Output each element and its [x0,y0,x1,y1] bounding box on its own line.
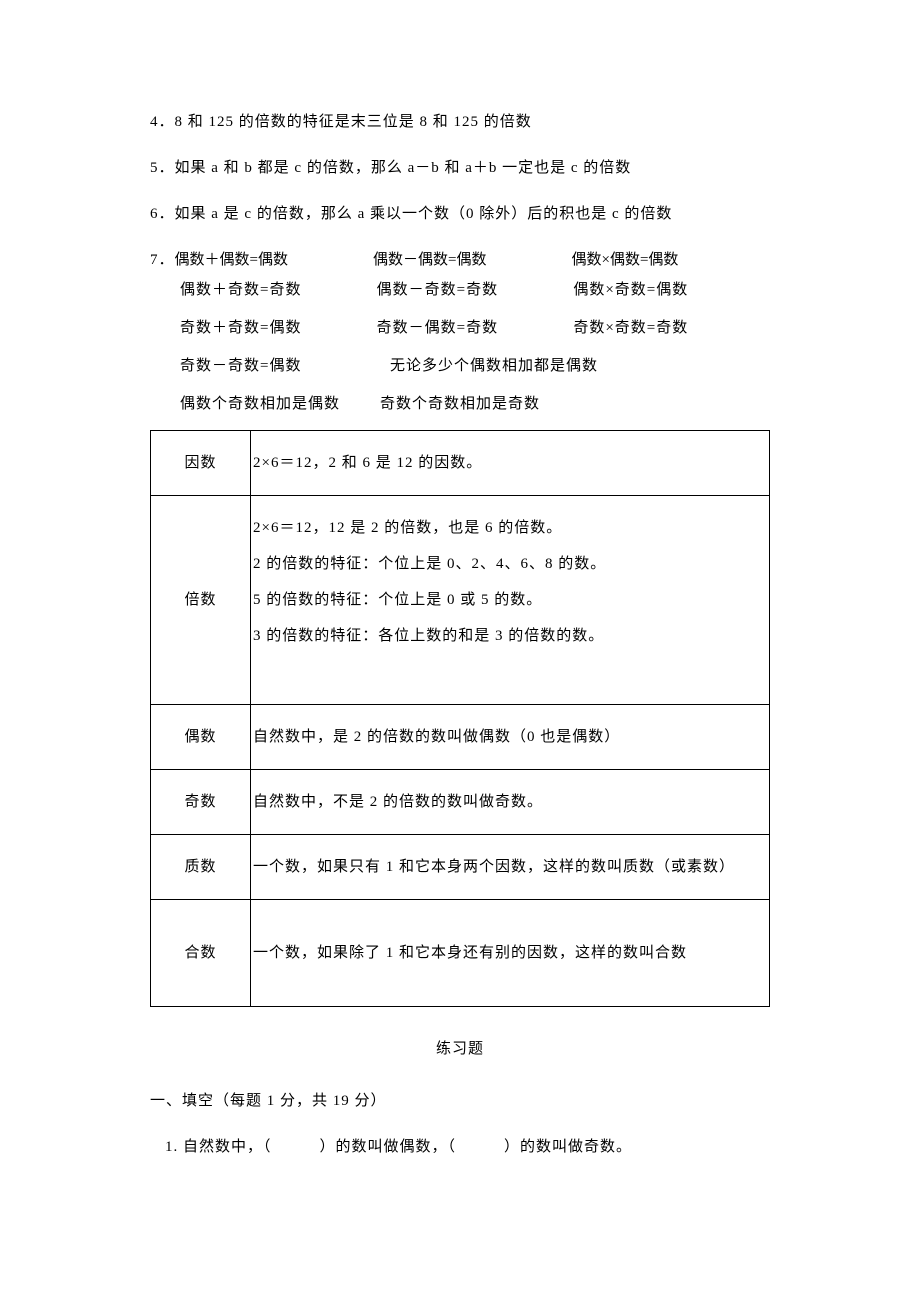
definition-table: 因数 2×6＝12，2 和 6 是 12 的因数。 倍数 2×6＝12，12 是… [150,430,770,1007]
rule-cell: 奇数＋奇数=偶数 [180,316,377,340]
point-7-label: 7． [150,248,175,272]
rule-cell: 奇数个奇数相加是奇数 [380,392,770,416]
table-row: 偶数 自然数中，是 2 的倍数的数叫做偶数（0 也是偶数） [151,705,770,770]
def-cell: 2×6＝12，12 是 2 的倍数，也是 6 的倍数。 2 的倍数的特征：个位上… [251,496,770,705]
table-row: 奇数 自然数中，不是 2 的倍数的数叫做奇数。 [151,770,770,835]
rule-cell: 偶数－奇数=奇数 [377,278,574,302]
term-cell: 奇数 [151,770,251,835]
def-cell: 一个数，如果只有 1 和它本身两个因数，这样的数叫质数（或素数） [251,835,770,900]
point-4: 4．8 和 125 的倍数的特征是末三位是 8 和 125 的倍数 [150,110,770,134]
table-row: 质数 一个数，如果只有 1 和它本身两个因数，这样的数叫质数（或素数） [151,835,770,900]
rule-cell: 偶数－偶数=偶数 [373,248,572,272]
point-7-row2: 偶数＋奇数=奇数 偶数－奇数=奇数 偶数×奇数=偶数 [150,278,770,302]
def-cell: 自然数中，不是 2 的倍数的数叫做奇数。 [251,770,770,835]
section-heading: 一、填空（每题 1 分，共 19 分） [150,1089,770,1113]
point-6: 6．如果 a 是 c 的倍数，那么 a 乘以一个数（0 除外）后的积也是 c 的… [150,202,770,226]
term-cell: 因数 [151,431,251,496]
term-cell: 合数 [151,900,251,1007]
rule-cell: 偶数＋偶数=偶数 [175,248,373,272]
term-cell: 质数 [151,835,251,900]
exercise-title: 练习题 [150,1037,770,1061]
table-row: 因数 2×6＝12，2 和 6 是 12 的因数。 [151,431,770,496]
table-row: 倍数 2×6＝12，12 是 2 的倍数，也是 6 的倍数。 2 的倍数的特征：… [151,496,770,705]
rule-cell: 无论多少个偶数相加都是偶数 [390,354,770,378]
rule-cell: 偶数＋奇数=奇数 [180,278,377,302]
def-cell: 2×6＝12，2 和 6 是 12 的因数。 [251,431,770,496]
rule-cell: 偶数个奇数相加是偶数 [180,392,380,416]
rule-cell: 奇数－奇数=偶数 [180,354,390,378]
question-1: 1. 自然数中，（ ）的数叫做偶数，（ ）的数叫做奇数。 [150,1135,770,1159]
table-row: 合数 一个数，如果除了 1 和它本身还有别的因数，这样的数叫合数 [151,900,770,1007]
rule-cell: 奇数×奇数=奇数 [573,316,770,340]
point-7-row1: 7． 偶数＋偶数=偶数 偶数－偶数=偶数 偶数×偶数=偶数 [150,248,770,272]
def-cell: 自然数中，是 2 的倍数的数叫做偶数（0 也是偶数） [251,705,770,770]
point-7-row5: 偶数个奇数相加是偶数 奇数个奇数相加是奇数 [150,392,770,416]
point-7-row3: 奇数＋奇数=偶数 奇数－偶数=奇数 奇数×奇数=奇数 [150,316,770,340]
term-cell: 倍数 [151,496,251,705]
rule-cell: 奇数－偶数=奇数 [377,316,574,340]
rule-cell: 偶数×奇数=偶数 [573,278,770,302]
point-7-row4: 奇数－奇数=偶数 无论多少个偶数相加都是偶数 [150,354,770,378]
rule-cell: 偶数×偶数=偶数 [572,248,771,272]
def-cell: 一个数，如果除了 1 和它本身还有别的因数，这样的数叫合数 [251,900,770,1007]
term-cell: 偶数 [151,705,251,770]
point-5: 5．如果 a 和 b 都是 c 的倍数，那么 a－b 和 a＋b 一定也是 c … [150,156,770,180]
